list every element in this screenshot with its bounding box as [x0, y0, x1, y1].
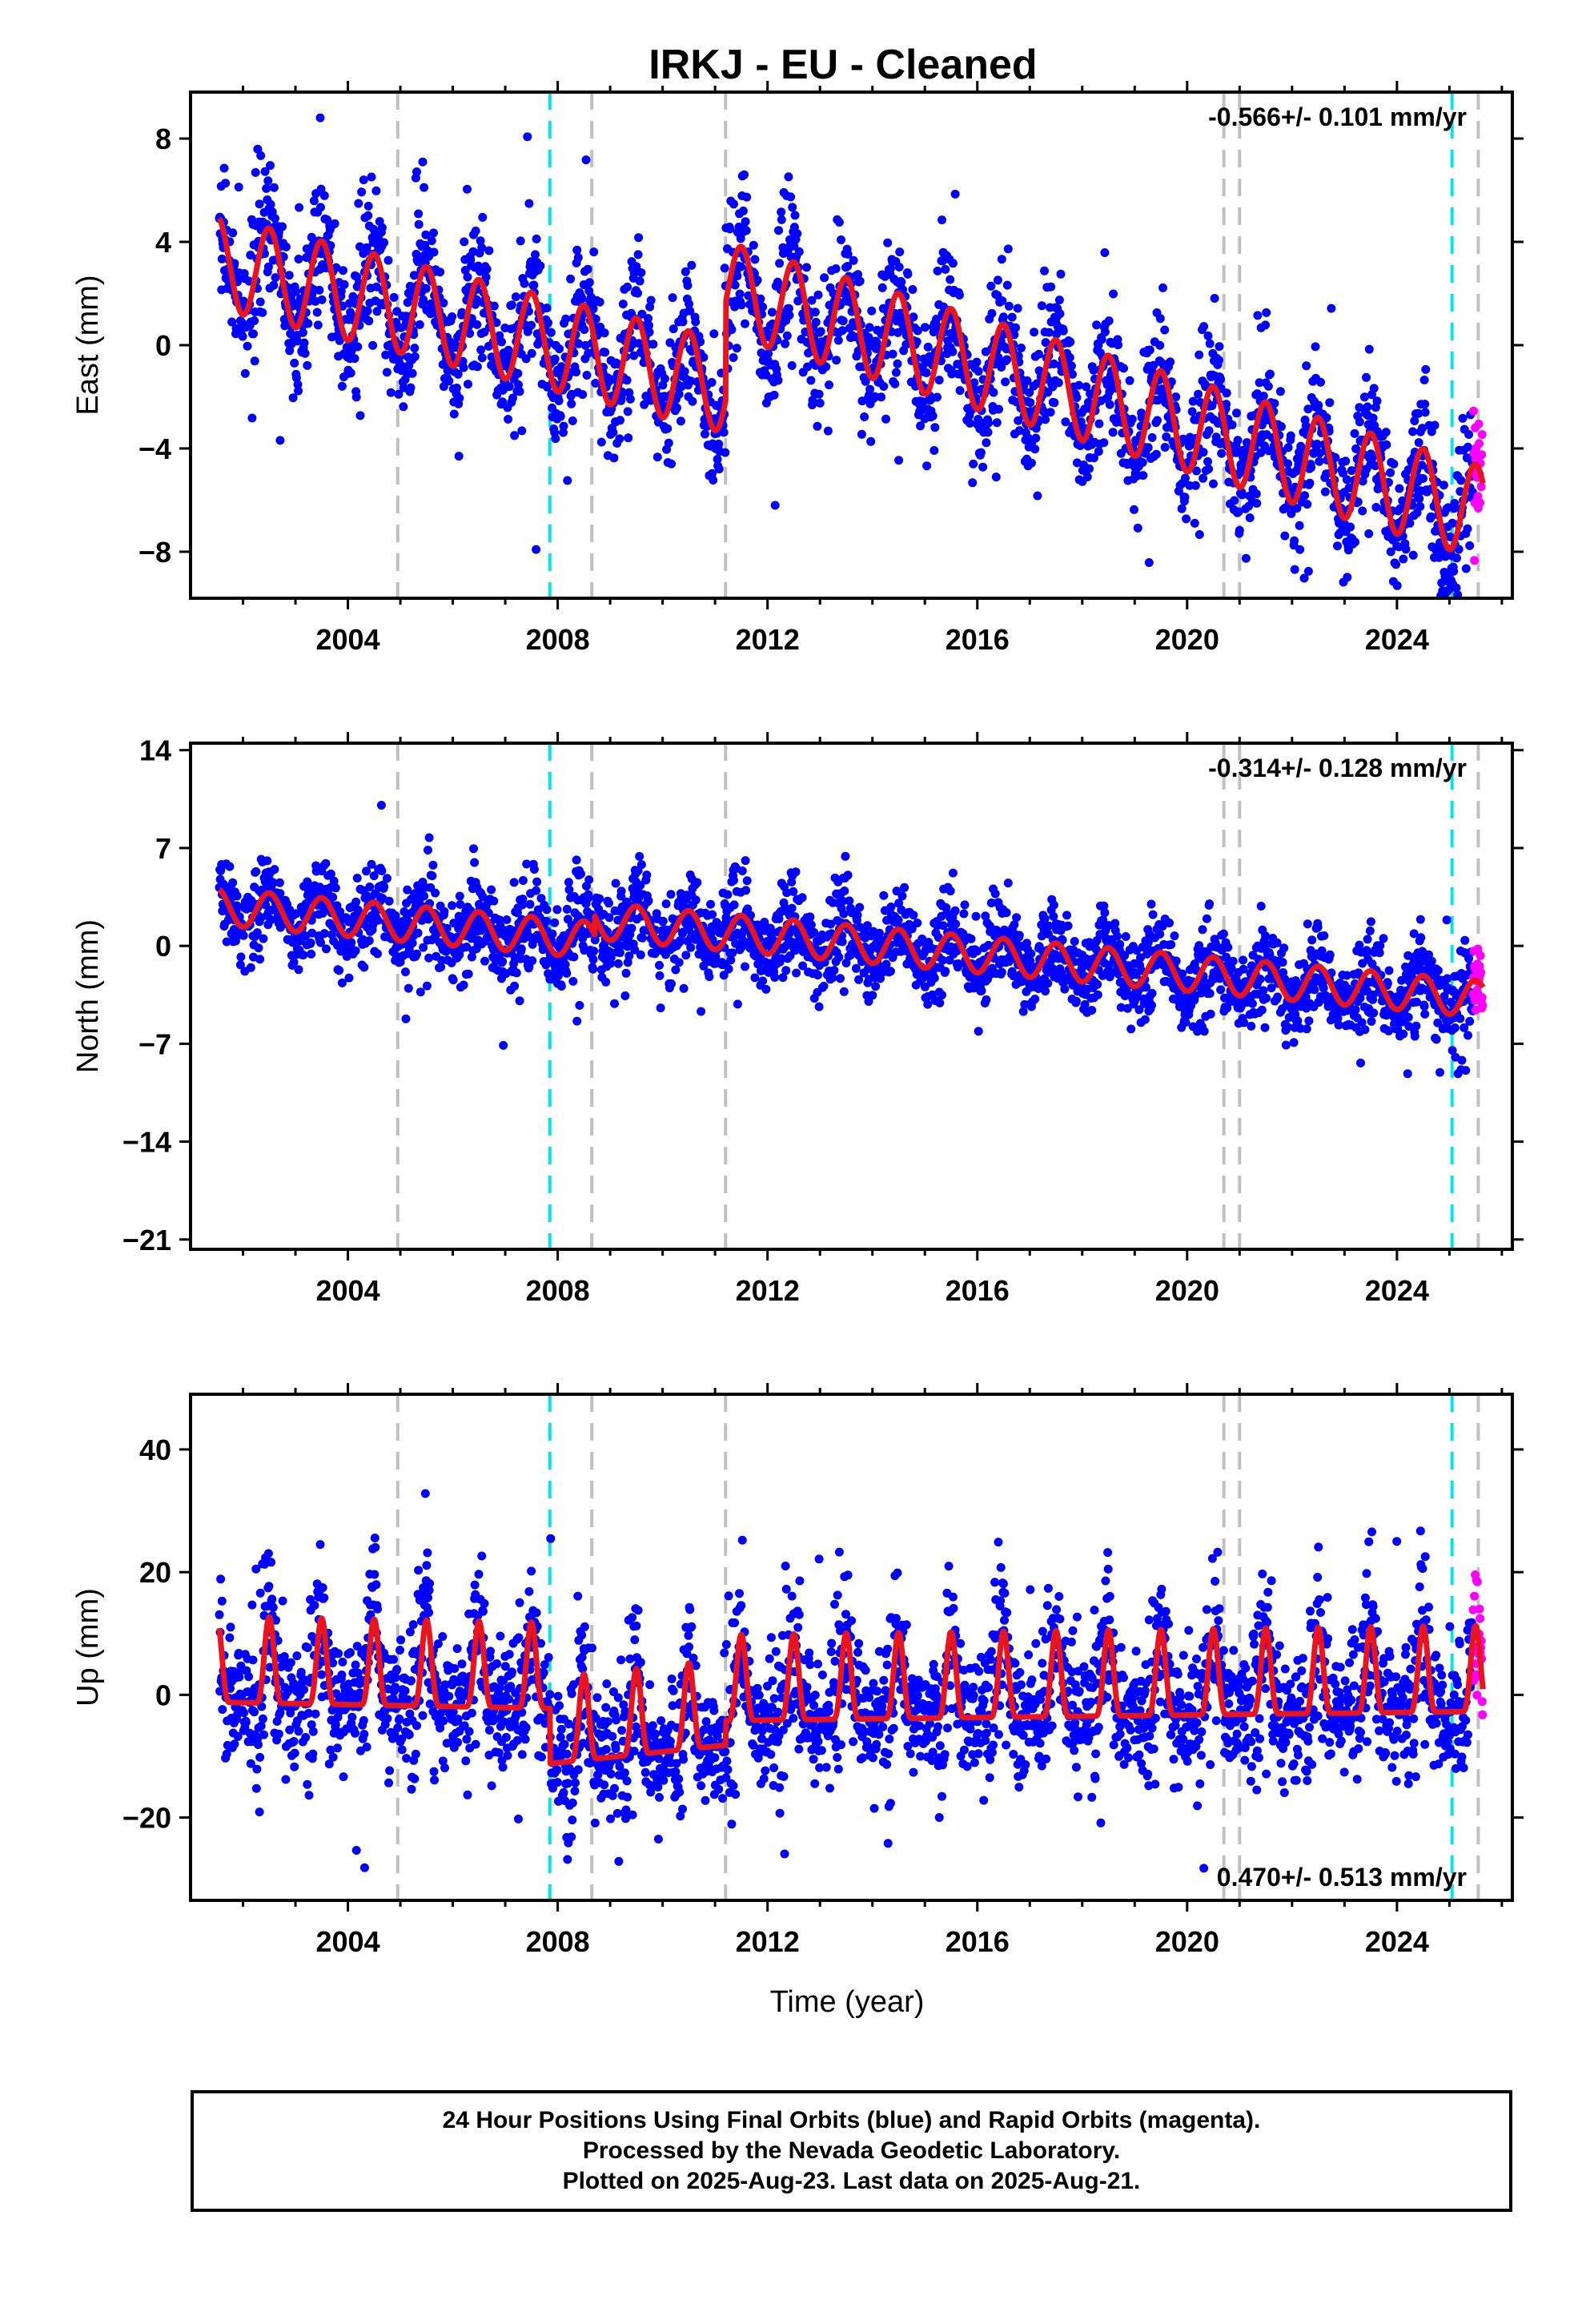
east-panel: 2004 2008 2012 2016 2020 2024 −8 −4 0 4 8 East (mm)… [71, 81, 1524, 656]
figure-title: IRKJ - EU - Cleaned [648, 42, 1037, 88]
east-y-tick-label: −4 [139, 432, 171, 465]
north-x-tick-label: 2024 [1365, 1274, 1429, 1307]
up-y-tick-label: 0 [155, 1679, 171, 1711]
north-y-tick-label: −7 [139, 1027, 171, 1060]
east-rate-label: -0.566+/- 0.101 mm/yr [1208, 103, 1467, 131]
north-panel: 2004 2008 2012 2016 2020 2024 −21 −14 −7 0 7 14 Nort… [71, 732, 1524, 1307]
north-x-tick-label: 2020 [1155, 1274, 1219, 1307]
x-axis-label: Time (year) [770, 1985, 925, 2019]
east-y-tick-label: −8 [139, 536, 171, 569]
east-x-tick-label: 2024 [1365, 623, 1429, 656]
north-y-tick-label: −21 [122, 1224, 171, 1256]
up-x-tick-label: 2004 [316, 1925, 380, 1958]
east-y-axis-label: East (mm) [71, 275, 105, 415]
east-x-tick-label: 2008 [526, 623, 590, 656]
north-rate-label: -0.314+/- 0.128 mm/yr [1208, 754, 1467, 782]
legend-box: 24 Hour Positions Using Final Orbits (bl… [191, 2090, 1512, 2212]
north-plot-area [215, 743, 1488, 1249]
legend-line-3: Plotted on 2025-Aug-23. Last data on 202… [562, 2168, 1141, 2194]
east-plot-area [215, 92, 1487, 598]
up-x-tick-label: 2020 [1155, 1925, 1219, 1958]
up-rate-label: 0.470+/- 0.513 mm/yr [1217, 1863, 1467, 1892]
up-y-axis-label: Up (mm) [71, 1588, 105, 1707]
up-x-tick-label: 2024 [1365, 1925, 1429, 1958]
up-y-tick-label: 40 [139, 1433, 171, 1466]
east-y-tick-label: 4 [155, 226, 171, 259]
north-y-tick-label: −14 [122, 1126, 171, 1159]
east-y-tick-label: 0 [155, 329, 171, 362]
up-plot-area [215, 1394, 1488, 1900]
north-x-tick-label: 2008 [526, 1274, 590, 1307]
up-model-fit-line [216, 1614, 1486, 1767]
north-model-fit-line [217, 887, 1486, 1017]
up-y-tick-label: 20 [139, 1556, 171, 1589]
up-x-tick-label: 2008 [526, 1925, 590, 1958]
north-y-tick-label: 0 [155, 930, 171, 963]
legend-line-2: Processed by the Nevada Geodetic Laborat… [582, 2137, 1121, 2164]
north-y-tick-label: 7 [155, 832, 171, 865]
north-y-tick-label: 14 [139, 734, 171, 767]
up-panel: 2004 2008 2012 2016 2020 2024 −20 0 20 40 Up (mm) 0… [71, 1383, 1524, 1958]
north-x-tick-label: 2012 [736, 1274, 800, 1307]
east-x-tick-label: 2004 [316, 623, 380, 656]
up-frame [189, 1393, 1514, 1902]
north-y-axis-label: North (mm) [71, 919, 105, 1073]
east-y-tick-label: 8 [155, 123, 171, 155]
up-x-tick-label: 2016 [946, 1925, 1010, 1958]
east-x-tick-label: 2020 [1155, 623, 1219, 656]
east-x-tick-label: 2012 [736, 623, 800, 656]
up-y-tick-label: −20 [122, 1802, 171, 1835]
east-x-tick-label: 2016 [946, 623, 1010, 656]
north-frame [189, 742, 1514, 1251]
up-x-tick-label: 2012 [736, 1925, 800, 1958]
north-x-tick-label: 2016 [946, 1274, 1010, 1307]
east-final-orbit-points [215, 113, 1477, 598]
east-model-fit-line [216, 216, 1486, 553]
legend-line-1: 24 Hour Positions Using Final Orbits (bl… [442, 2107, 1261, 2133]
north-x-tick-label: 2004 [316, 1274, 380, 1307]
